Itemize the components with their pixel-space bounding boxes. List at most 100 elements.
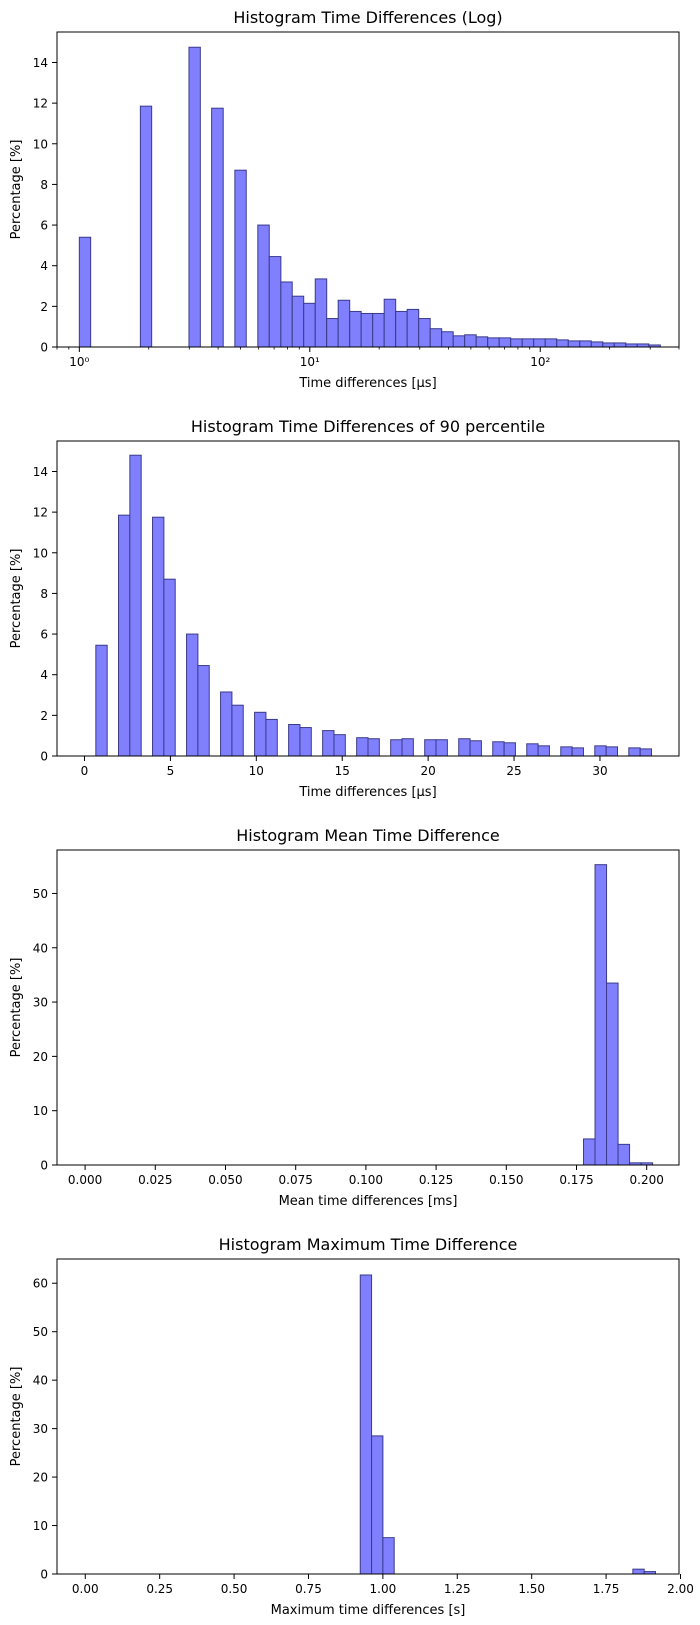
histogram-bar — [441, 331, 454, 348]
y-tick-label: 30 — [33, 1422, 48, 1436]
x-tick-label: 0.075 — [279, 1173, 313, 1187]
x-axis-label: Maximum time differences [s] — [271, 1603, 466, 1618]
histogram-bar — [303, 302, 316, 348]
y-tick-label: 6 — [40, 219, 48, 233]
histogram-bar — [333, 734, 346, 757]
histogram-bar — [257, 224, 270, 348]
x-tick-label: 0.125 — [419, 1173, 453, 1187]
histogram-bar — [401, 738, 414, 757]
x-tick-label: 15 — [335, 764, 350, 778]
histogram-bar — [197, 665, 210, 757]
x-tick-label: 0.200 — [630, 1173, 664, 1187]
histogram-bar — [288, 724, 301, 757]
chart-title: Histogram Time Differences (Log) — [233, 8, 502, 27]
histogram-bar — [265, 718, 278, 757]
histogram-bar — [498, 337, 512, 348]
y-tick-label: 12 — [33, 506, 48, 520]
histogram-bar — [544, 338, 558, 348]
x-tick-label: 0.00 — [72, 1582, 99, 1596]
chart-1: Histogram Time Differences (Log) 10⁰ 10¹ 10… — [9, 8, 680, 391]
histogram-bar — [383, 298, 397, 348]
x-tick-label: 0 — [81, 764, 89, 778]
histogram-bar — [371, 1435, 384, 1575]
histogram-bar — [521, 338, 535, 348]
x-tick-label: 0.050 — [208, 1173, 242, 1187]
histogram-bar — [280, 281, 293, 348]
x-tick-label: 0.75 — [295, 1582, 322, 1596]
plot-frame — [56, 849, 680, 1166]
histogram-bar — [220, 691, 233, 757]
x-tick-label: 0.50 — [221, 1582, 248, 1596]
histogram-bar — [435, 739, 448, 757]
y-axis-label: Percentage [%] — [9, 140, 24, 240]
x-tick-label: 30 — [592, 764, 607, 778]
x-tick-label: 10 — [249, 764, 264, 778]
histogram-bar — [337, 299, 351, 348]
y-tick-label: 4 — [40, 668, 48, 682]
x-tick-label: 0.025 — [138, 1173, 172, 1187]
histogram-bar — [560, 746, 573, 757]
x-tick-label: 1.00 — [370, 1582, 397, 1596]
y-axis-label: Percentage [%] — [9, 549, 24, 649]
histogram-bar — [359, 1274, 373, 1575]
chart-2: Histogram Time Differences of 90 percent… — [9, 417, 680, 800]
histogram-bar — [537, 745, 550, 757]
plot-frame — [56, 440, 680, 757]
histogram-bar — [567, 340, 581, 348]
x-tick-label: 0.175 — [559, 1173, 593, 1187]
histogram-bar — [475, 336, 489, 348]
histogram-bar — [268, 256, 282, 348]
y-tick-label: 2 — [40, 709, 48, 723]
histogram-bar — [429, 328, 443, 348]
histogram-bar — [594, 745, 607, 757]
histogram-bar — [211, 107, 224, 348]
x-tick-label: 0.150 — [489, 1173, 523, 1187]
histogram-bar — [95, 644, 108, 757]
histogram-bar — [492, 741, 505, 757]
y-tick-label: 20 — [33, 1471, 48, 1485]
histogram-bar — [356, 737, 369, 757]
x-tick-label: 1.25 — [444, 1582, 471, 1596]
y-axis-label: Percentage [%] — [9, 1367, 24, 1467]
histogram-bar — [291, 295, 305, 348]
histogram-bar — [487, 337, 500, 348]
y-axis-label: Percentage [%] — [9, 958, 24, 1058]
histogram-bar — [322, 730, 335, 757]
y-tick-label: 10 — [33, 1104, 48, 1118]
histogram-bar — [613, 342, 627, 348]
y-tick-label: 6 — [40, 628, 48, 642]
y-tick-label: 0 — [40, 1568, 48, 1582]
plot-frame — [56, 1258, 680, 1575]
histogram-bar — [314, 278, 328, 348]
histogram-bar — [602, 342, 615, 348]
y-tick-label: 50 — [33, 1325, 48, 1339]
histogram-bar — [571, 747, 584, 757]
x-tick-label: 0.000 — [68, 1173, 102, 1187]
x-axis-label: Time differences [μs] — [298, 376, 436, 391]
y-tick-label: 50 — [33, 887, 48, 901]
y-tick-label: 0 — [40, 750, 48, 764]
plot-frame — [56, 31, 680, 348]
y-tick-label: 10 — [33, 546, 48, 560]
histogram-bar — [424, 739, 437, 757]
y-tick-label: 20 — [33, 1050, 48, 1064]
histogram-bar — [326, 318, 339, 348]
histogram-bar — [452, 335, 466, 348]
histogram-bar — [639, 748, 653, 757]
histogram-bar — [231, 704, 244, 757]
chart-4: Histogram Maximum Time Difference 0.00 0.2… — [9, 1235, 694, 1618]
histogram-bar — [628, 747, 641, 757]
histogram-bar — [503, 742, 516, 757]
histogram-bar — [556, 339, 569, 348]
x-tick-label: 25 — [506, 764, 521, 778]
chart-3: Histogram Mean Time Difference 0.000 0.025… — [9, 826, 680, 1209]
y-tick-label: 40 — [33, 1374, 48, 1388]
y-tick-label: 14 — [33, 465, 48, 479]
histogram-bar — [579, 340, 592, 348]
x-tick-label: 0.100 — [349, 1173, 383, 1187]
histogram-bar — [186, 633, 199, 757]
histogram-bar — [617, 1143, 631, 1166]
histogram-bar — [590, 341, 604, 348]
histogram-bar — [632, 1568, 645, 1575]
